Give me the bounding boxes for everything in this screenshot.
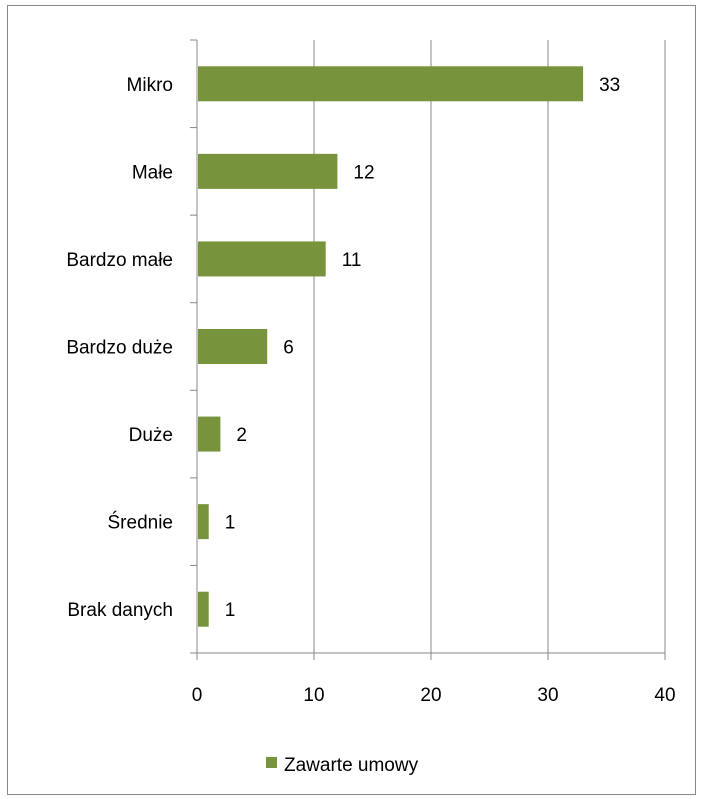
bar — [198, 591, 209, 627]
bars — [198, 66, 584, 627]
category-labels: Mikro Małe Bardzo małe Bardzo duże Duże Średn… — [66, 75, 173, 621]
category-label: Brak danych — [67, 600, 173, 621]
x-tick-labels: 0 10 20 30 40 — [192, 685, 676, 706]
legend: Zawarte umowy — [266, 755, 419, 776]
category-label: Bardzo małe — [66, 250, 173, 271]
legend-swatch — [266, 757, 277, 768]
category-label: Duże — [129, 425, 173, 446]
category-label: Małe — [132, 162, 173, 183]
x-tick-label: 40 — [654, 685, 675, 706]
category-label: Mikro — [127, 75, 173, 96]
bar — [198, 241, 326, 277]
x-tick-label: 0 — [192, 685, 203, 706]
data-label: 2 — [236, 425, 247, 446]
data-label: 33 — [599, 75, 620, 96]
legend-label: Zawarte umowy — [284, 755, 419, 776]
bar — [198, 66, 584, 102]
bar — [198, 153, 338, 189]
gridlines — [313, 40, 666, 653]
category-label: Bardzo duże — [66, 338, 173, 359]
data-label: 6 — [283, 338, 294, 359]
data-label: 11 — [342, 250, 362, 271]
bar — [198, 416, 221, 452]
data-label: 1 — [225, 513, 236, 534]
category-label: Średnie — [108, 512, 174, 534]
x-tick-label: 30 — [537, 685, 558, 706]
x-tick-label: 20 — [420, 685, 441, 706]
data-label: 12 — [353, 162, 374, 183]
bar — [198, 504, 209, 540]
chart-frame — [7, 5, 696, 795]
data-label: 1 — [225, 600, 236, 621]
axes — [190, 39, 666, 660]
bar — [198, 329, 268, 364]
x-tick-label: 10 — [303, 685, 324, 706]
